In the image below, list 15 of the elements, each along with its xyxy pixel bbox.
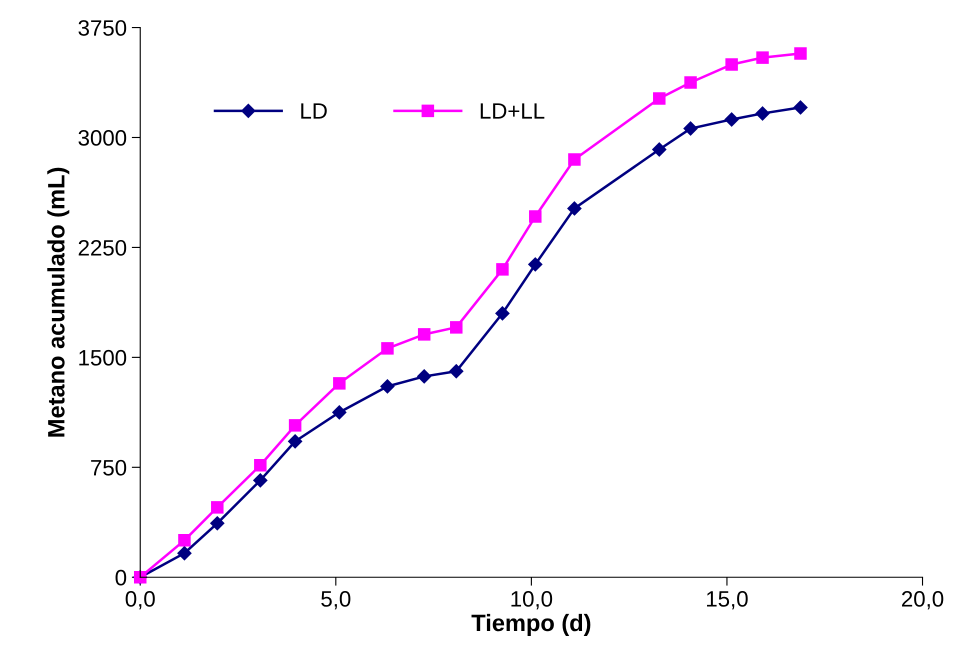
y-tick-label: 0 [116,570,126,586]
y-tick-label: 2250 [78,240,126,256]
x-axis-title: Tiempo (d) [472,614,590,636]
x-tick-label: 20,0 [902,591,944,610]
x-tick-label: 0,0 [126,591,155,610]
y-tick-label: 3750 [78,20,126,36]
x-tick-label: 5,0 [321,591,350,610]
y-tick-label: 3000 [78,130,126,146]
y-tick-label: 750 [91,460,126,476]
y-tick-label: 1500 [79,350,126,366]
legend-label: LD [301,103,327,119]
x-tick-label: 15,0 [707,591,748,610]
legend-label: LD+LL [480,103,544,119]
x-tick-label: 10,0 [511,591,552,610]
y-axis-title: Metano acumulado (mL) [47,168,70,437]
